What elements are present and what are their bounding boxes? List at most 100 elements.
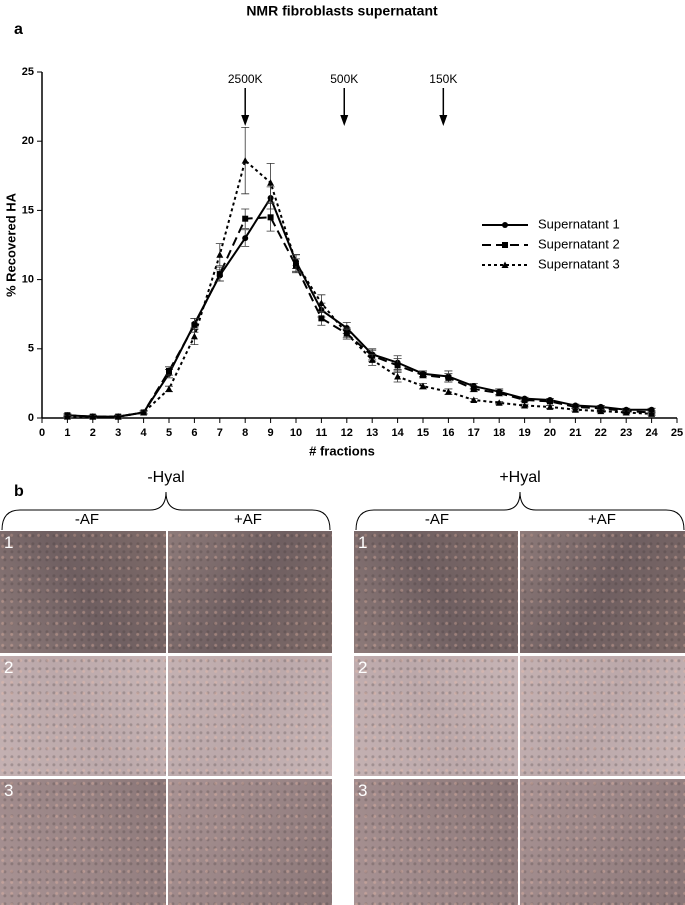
x-tick-label: 0 — [39, 427, 45, 439]
x-tick-label: 18 — [493, 427, 505, 439]
x-tick-label: 3 — [115, 427, 121, 439]
y-tick-label: 25 — [22, 66, 34, 78]
micrograph: 2 — [0, 656, 166, 776]
x-tick-label: 19 — [518, 427, 530, 439]
series-line — [67, 195, 652, 418]
point — [445, 374, 452, 381]
point — [267, 179, 275, 186]
point — [343, 330, 351, 337]
legend-marker — [501, 261, 509, 268]
micrograph: 1 — [0, 531, 166, 653]
group-label: +Hyal — [499, 469, 540, 486]
column-label: +AF — [588, 511, 616, 528]
x-tick-label: 24 — [645, 427, 658, 439]
point — [368, 356, 376, 363]
point — [648, 410, 656, 417]
row-label: 3 — [358, 781, 368, 800]
point — [420, 372, 426, 379]
row-label: 1 — [358, 533, 368, 552]
y-axis-label: % Recovered HA — [3, 192, 18, 297]
x-tick-label: 4 — [141, 427, 148, 439]
point — [496, 390, 503, 397]
point — [546, 403, 554, 410]
x-tick-label: 6 — [191, 427, 197, 439]
x-tick-label: 13 — [366, 427, 378, 439]
legend-marker — [502, 242, 508, 248]
y-tick-label: 20 — [22, 135, 34, 147]
chart: NMR fibroblasts supernatant a # fraction… — [3, 3, 683, 459]
x-tick-label: 7 — [217, 427, 223, 439]
arrow-head — [340, 115, 349, 126]
y-tick-label: 10 — [22, 274, 34, 286]
panel-label: a — [14, 21, 23, 38]
x-tick-label: 2 — [90, 427, 96, 439]
micrograph: 3 — [354, 779, 518, 905]
group-label: -Hyal — [147, 469, 184, 486]
point — [394, 362, 401, 369]
legend-label: Supernatant 3 — [538, 256, 620, 271]
x-tick-label: 23 — [620, 427, 632, 439]
point — [495, 399, 503, 406]
point — [521, 397, 528, 404]
point — [63, 413, 71, 420]
x-tick-label: 12 — [341, 427, 353, 439]
point — [216, 271, 223, 278]
x-tick-label: 25 — [671, 427, 683, 439]
brace — [1, 491, 331, 531]
row-label: 3 — [4, 781, 14, 800]
micrograph: 3 — [0, 779, 166, 905]
chart-title: NMR fibroblasts supernatant — [246, 3, 438, 19]
point — [140, 408, 148, 416]
x-tick-label: 22 — [595, 427, 607, 439]
micrograph — [168, 779, 332, 905]
column-label: -AF — [425, 511, 449, 528]
arrow-head — [241, 115, 250, 126]
point — [114, 413, 122, 420]
point — [547, 398, 553, 405]
arrow-head — [439, 115, 448, 126]
point — [394, 372, 402, 380]
y-tick-label: 15 — [22, 204, 34, 216]
point — [166, 367, 172, 374]
point — [317, 299, 325, 307]
micrograph — [168, 656, 332, 776]
legend-label: Supernatant 2 — [538, 236, 620, 251]
x-tick-label: 1 — [64, 427, 70, 439]
point — [89, 413, 97, 420]
y-tick-label: 0 — [28, 412, 34, 424]
point — [597, 407, 605, 415]
x-tick-label: 14 — [391, 427, 404, 439]
point — [470, 385, 477, 392]
x-tick-label: 15 — [417, 427, 429, 439]
legend-label: Supernatant 1 — [538, 216, 620, 231]
x-tick-label: 16 — [442, 427, 454, 439]
point — [470, 396, 478, 404]
x-tick-label: 9 — [268, 427, 274, 439]
x-tick-label: 11 — [316, 427, 328, 439]
point — [191, 322, 198, 329]
legend-marker — [502, 222, 508, 228]
series-line — [67, 216, 652, 418]
x-tick-label: 5 — [166, 427, 172, 439]
column-label: -AF — [75, 511, 99, 528]
brace — [355, 491, 685, 531]
x-tick-label: 20 — [544, 427, 556, 439]
micrograph: 2 — [354, 656, 518, 776]
panel-b-header: b -Hyal -AF +AF +Hyal -AF +AF — [1, 469, 685, 531]
point — [190, 332, 198, 340]
point — [622, 408, 630, 416]
micrograph — [520, 779, 685, 905]
annotation: 2500K — [228, 72, 263, 86]
point — [292, 259, 300, 266]
point — [242, 215, 249, 222]
annotation: 150K — [429, 72, 457, 86]
point — [267, 214, 274, 221]
point — [521, 402, 529, 409]
micrograph — [168, 531, 332, 653]
point — [241, 157, 249, 164]
x-axis-label: # fractions — [309, 443, 375, 458]
x-tick-label: 10 — [290, 427, 302, 439]
y-tick-label: 5 — [28, 343, 34, 355]
micrograph — [520, 656, 685, 776]
